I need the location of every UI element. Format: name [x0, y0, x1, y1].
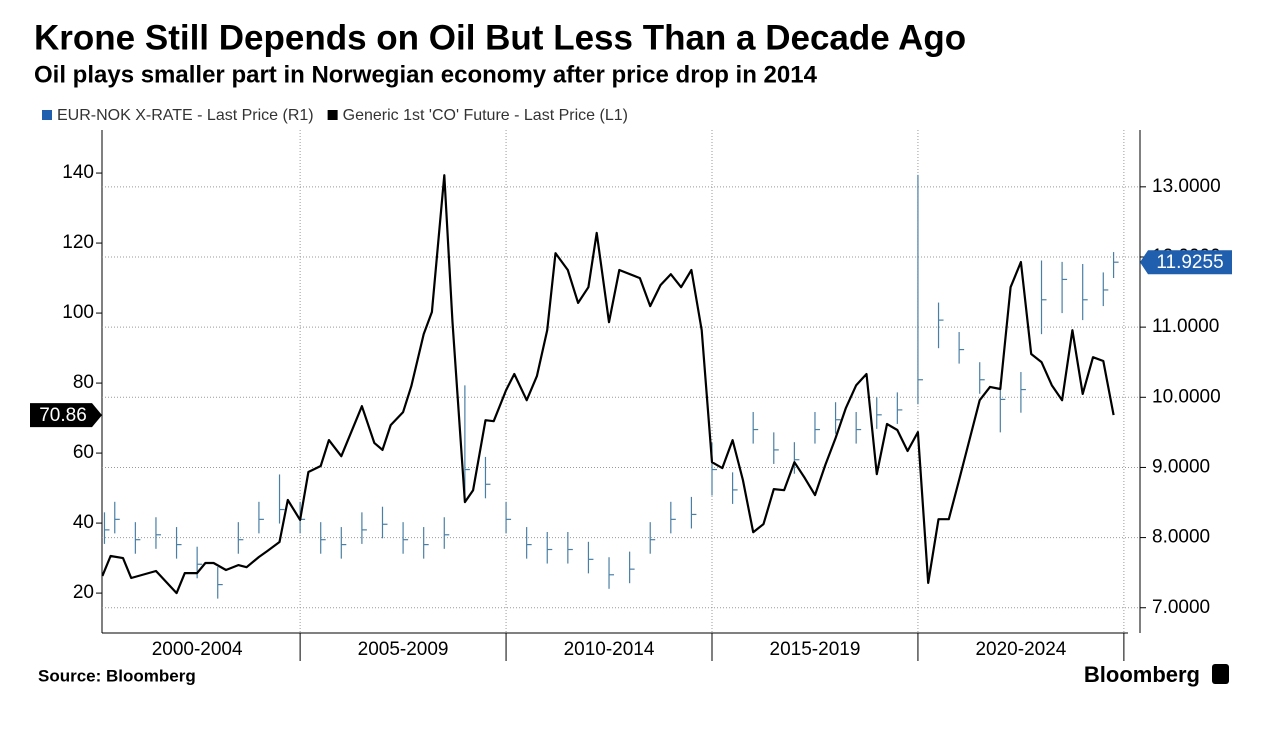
last-value-tag — [1140, 250, 1232, 275]
x-tick-label: 2005-2009 — [358, 639, 449, 660]
legend-label: Generic 1st 'CO' Future - Last Price (L1… — [343, 107, 628, 124]
y-tick-label: 40 — [73, 512, 94, 533]
chart-title: Krone Still Depends on Oil But Less Than… — [34, 18, 966, 57]
y-tick-label: 120 — [62, 232, 94, 253]
x-tick-label: 2020-2024 — [975, 639, 1066, 660]
y2-tick-label: 13.0000 — [1152, 176, 1221, 197]
y-tick-label: 140 — [62, 162, 94, 183]
y2-tick-label: 8.0000 — [1152, 527, 1210, 548]
last-value-label: 70.86 — [39, 405, 87, 426]
last-value-label: 11.9255 — [1156, 252, 1223, 273]
y-tick-label: 80 — [73, 372, 94, 393]
y-tick-label: 60 — [73, 442, 94, 463]
y2-tick-label: 10.0000 — [1152, 386, 1221, 407]
legend-swatch — [42, 110, 52, 120]
y2-tick-label: 9.0000 — [1152, 456, 1210, 477]
y2-tick-label: 7.0000 — [1152, 597, 1210, 618]
y-tick-label: 100 — [62, 302, 94, 323]
y2-tick-label: 11.0000 — [1152, 316, 1219, 337]
chart-subtitle: Oil plays smaller part in Norwegian econ… — [34, 61, 818, 88]
x-tick-label: 2015-2019 — [770, 639, 861, 660]
legend-swatch — [327, 110, 338, 120]
brand-icon — [1212, 664, 1229, 684]
source-note: Source: Bloomberg — [38, 666, 196, 685]
x-tick-label: 2010-2014 — [564, 639, 655, 660]
x-tick-label: 2000-2004 — [152, 639, 243, 660]
last-value-tag — [30, 403, 102, 428]
legend-label: EUR-NOK X-RATE - Last Price (R1) — [57, 107, 314, 124]
brand-logo: Bloomberg — [1084, 662, 1200, 687]
price-line — [101, 174, 1115, 595]
y-tick-label: 20 — [73, 582, 94, 603]
